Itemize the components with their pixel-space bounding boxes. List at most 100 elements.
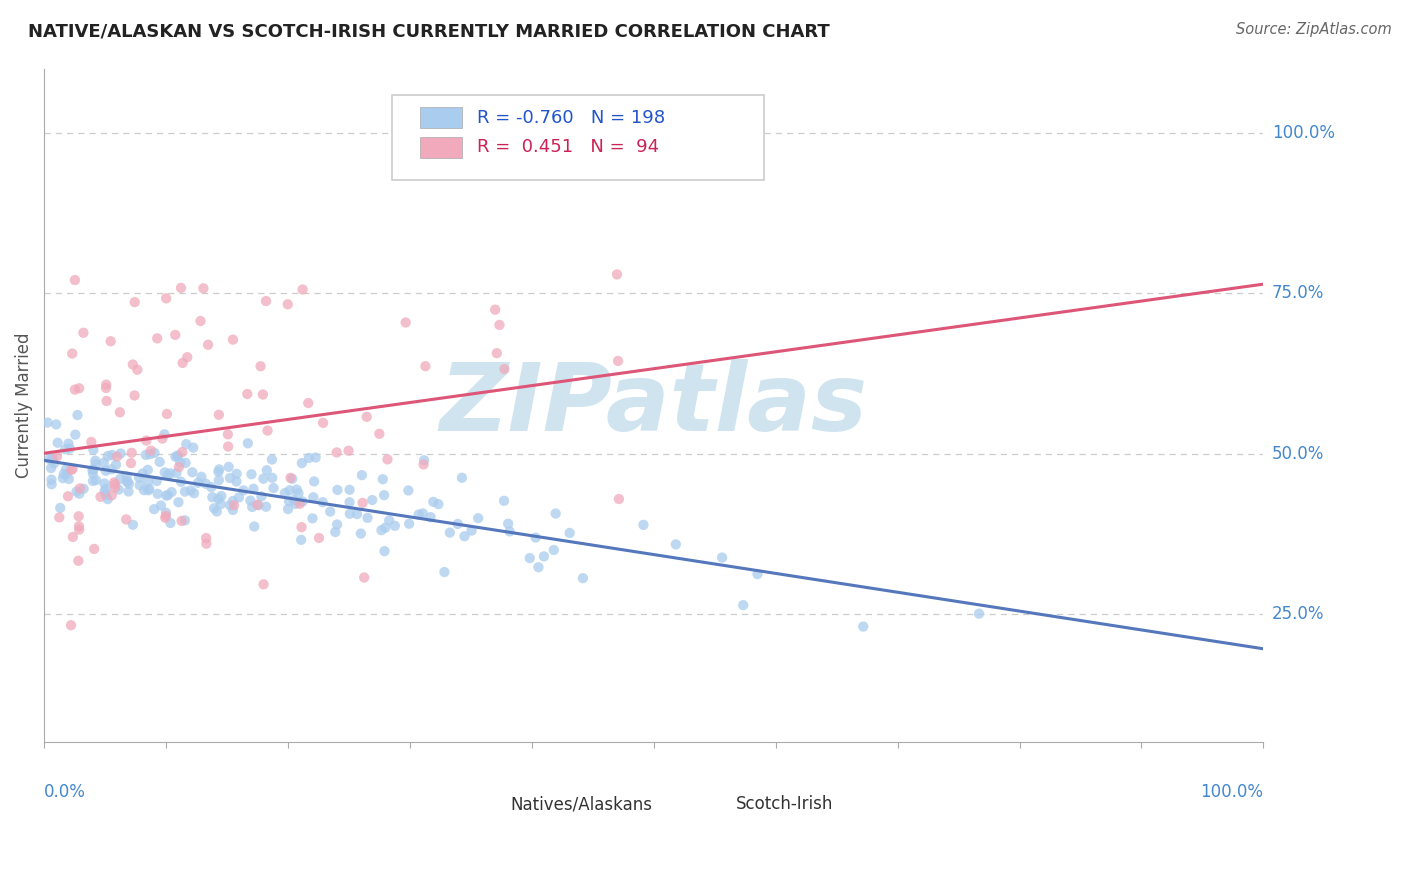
Point xyxy=(291,494,314,508)
Point xyxy=(323,524,346,539)
Point xyxy=(49,500,72,515)
Text: 75.0%: 75.0% xyxy=(1272,285,1324,302)
Point xyxy=(173,513,195,527)
Point xyxy=(96,394,118,409)
Point xyxy=(103,475,125,490)
Point xyxy=(422,495,444,509)
Point xyxy=(59,442,82,456)
Point xyxy=(352,496,374,510)
Point xyxy=(155,489,177,503)
Point xyxy=(208,462,231,476)
Point xyxy=(304,450,326,465)
Point xyxy=(108,405,131,419)
Point xyxy=(218,459,240,474)
Point xyxy=(55,467,77,481)
Point xyxy=(291,456,314,470)
Point xyxy=(115,469,138,483)
Point xyxy=(412,458,434,472)
Point xyxy=(131,467,153,481)
Point xyxy=(377,452,399,467)
Point xyxy=(146,474,169,488)
Point xyxy=(195,531,218,545)
Point xyxy=(451,471,474,485)
Point xyxy=(155,291,177,305)
Point xyxy=(172,356,194,370)
Point xyxy=(312,416,335,430)
Point xyxy=(174,484,197,499)
Point xyxy=(41,452,63,467)
Point xyxy=(207,465,229,479)
Point xyxy=(852,619,875,633)
Point xyxy=(733,598,755,612)
Text: 50.0%: 50.0% xyxy=(1272,444,1324,463)
Point xyxy=(45,417,67,432)
Point xyxy=(447,516,470,531)
Point xyxy=(415,359,437,374)
Point xyxy=(413,453,436,467)
Point xyxy=(967,607,990,621)
Point xyxy=(494,493,516,508)
Point xyxy=(302,490,325,504)
Point xyxy=(146,487,169,501)
Point xyxy=(84,457,107,471)
Point xyxy=(225,475,247,489)
Point xyxy=(544,507,567,521)
Point xyxy=(353,570,375,584)
Point xyxy=(219,498,242,512)
Point xyxy=(325,445,347,459)
Point xyxy=(166,450,188,464)
Point xyxy=(280,471,302,485)
Point xyxy=(136,483,159,498)
Point xyxy=(193,281,215,295)
Point xyxy=(236,436,259,450)
Point xyxy=(67,509,90,524)
Point xyxy=(67,381,90,395)
Point xyxy=(67,486,90,500)
Point xyxy=(93,456,115,470)
Point xyxy=(93,484,115,499)
Point xyxy=(67,523,90,537)
Point xyxy=(107,483,129,497)
Point xyxy=(139,443,162,458)
Point xyxy=(121,446,143,460)
Point xyxy=(222,498,245,512)
Point xyxy=(370,523,392,537)
Point xyxy=(252,472,274,486)
Point xyxy=(356,409,378,424)
Point xyxy=(172,445,194,459)
Point xyxy=(222,503,245,517)
Point xyxy=(82,474,104,488)
Point xyxy=(135,434,157,448)
Point xyxy=(195,537,218,551)
Point xyxy=(236,387,259,401)
Point xyxy=(398,516,420,531)
Point xyxy=(527,560,550,574)
Point xyxy=(246,498,269,512)
Point xyxy=(558,525,581,540)
Point xyxy=(361,493,384,508)
Point xyxy=(711,550,734,565)
Point xyxy=(165,450,187,464)
Point xyxy=(82,462,104,476)
Point xyxy=(132,483,155,498)
Point xyxy=(65,427,87,442)
Point xyxy=(117,484,139,499)
Point xyxy=(249,359,271,374)
Point xyxy=(496,516,519,531)
Text: R =  0.451   N =  94: R = 0.451 N = 94 xyxy=(477,138,659,156)
Y-axis label: Currently Married: Currently Married xyxy=(15,333,32,478)
Point xyxy=(55,463,77,477)
FancyBboxPatch shape xyxy=(685,795,727,815)
Text: R = -0.760   N = 198: R = -0.760 N = 198 xyxy=(477,109,665,127)
Point xyxy=(153,427,176,442)
Point xyxy=(339,507,361,521)
Point xyxy=(108,472,131,486)
Point xyxy=(72,326,94,340)
Point xyxy=(97,449,120,463)
Point xyxy=(187,475,209,490)
Point xyxy=(121,358,143,372)
Point xyxy=(94,464,117,478)
Point xyxy=(519,551,541,566)
Point xyxy=(167,460,190,475)
Point xyxy=(53,442,76,457)
